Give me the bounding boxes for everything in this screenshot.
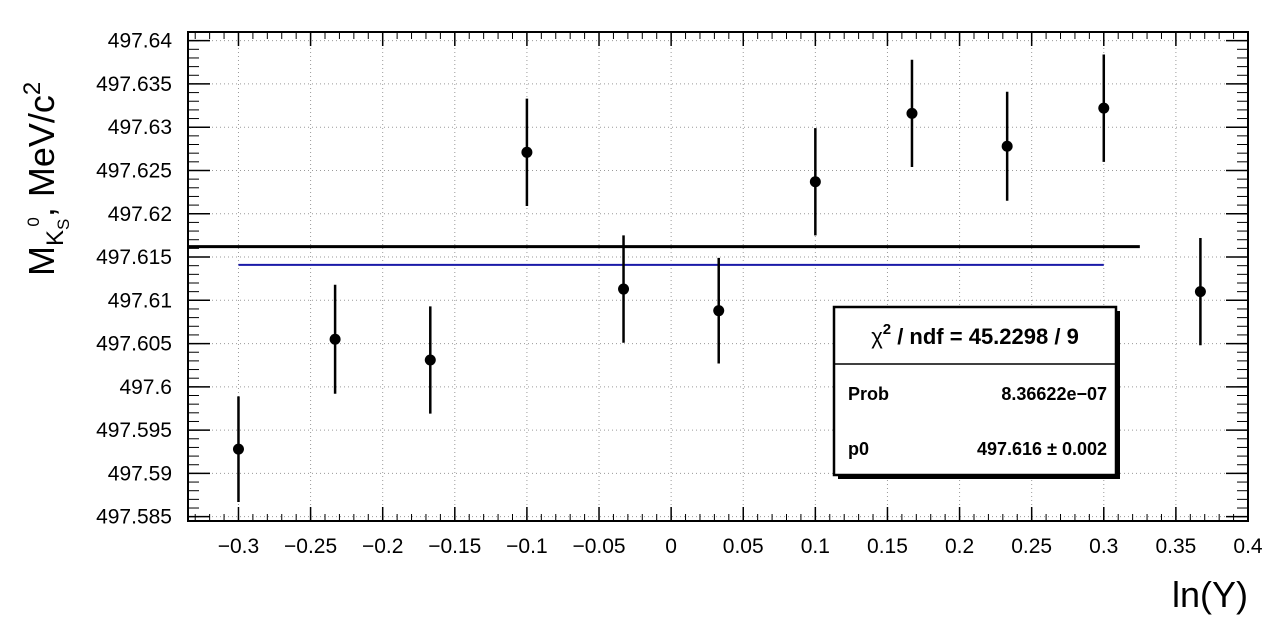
y-tick-label: 497.585 xyxy=(96,506,172,529)
stats-box: χ2 / ndf = 45.2298 / 9 Prob 8.36622e−07 … xyxy=(832,305,1120,479)
data-point xyxy=(713,305,725,317)
y-tick-label: 497.6 xyxy=(119,376,172,399)
data-points xyxy=(232,54,1206,502)
x-tick-label: −0.25 xyxy=(284,535,337,558)
y-tick-label: 497.635 xyxy=(96,73,172,96)
data-point xyxy=(1098,102,1110,114)
data-point xyxy=(424,354,436,366)
y-tick-label: 497.625 xyxy=(96,159,172,182)
stats-title-chi: χ xyxy=(871,324,883,349)
x-tick-label: 0 xyxy=(665,535,677,558)
axis-ticks xyxy=(188,31,1249,521)
y-tick-label: 497.605 xyxy=(96,333,172,356)
y-axis-title-rest: , MeV/c xyxy=(21,95,62,217)
y-tick-label: 497.59 xyxy=(108,462,172,485)
fit-lines xyxy=(188,245,1140,266)
stats-p0-value: 497.616 ± 0.002 xyxy=(977,439,1107,459)
data-point xyxy=(1194,286,1206,298)
data-point xyxy=(809,176,821,188)
x-tick-label: −0.15 xyxy=(428,535,481,558)
grid-layer xyxy=(188,32,1249,521)
data-point xyxy=(1001,140,1013,152)
stats-title-rest: / ndf = 45.2298 / 9 xyxy=(891,324,1079,349)
data-point xyxy=(618,283,630,295)
data-point xyxy=(232,443,244,455)
x-tick-label: 0.1 xyxy=(801,535,830,558)
y-axis-title-rest-sup: 2 xyxy=(19,82,46,95)
tick-labels: −0.3 −0.25 −0.2 −0.15 −0.1 −0.05 0 0.05 0.1 0.15 0… xyxy=(96,30,1263,558)
x-tick-label: 0.3 xyxy=(1089,535,1118,558)
stats-prob-label: Prob xyxy=(848,384,889,404)
x-tick-label: 0.15 xyxy=(867,535,908,558)
x-tick-label: 0.35 xyxy=(1155,535,1196,558)
y-axis-title-sub: K xyxy=(42,230,69,246)
y-tick-label: 497.63 xyxy=(108,116,172,139)
y-axis-title-subsub: S xyxy=(54,219,73,230)
y-tick-label: 497.61 xyxy=(108,289,172,312)
stats-title: χ2 / ndf = 45.2298 / 9 xyxy=(871,321,1079,349)
stats-prob-value: 8.36622e−07 xyxy=(1001,384,1107,404)
stats-p0-label: p0 xyxy=(848,439,869,459)
x-tick-label: −0.05 xyxy=(572,535,625,558)
y-axis-title-sup: 0 xyxy=(24,217,43,226)
x-tick-label: −0.1 xyxy=(506,535,547,558)
x-tick-label: 0.25 xyxy=(1011,535,1052,558)
y-tick-label: 497.64 xyxy=(108,30,173,53)
x-tick-label: 0.2 xyxy=(945,535,974,558)
x-axis-title: ln(Y) xyxy=(1172,574,1248,615)
x-tick-label: 0.05 xyxy=(723,535,764,558)
data-point xyxy=(906,107,918,119)
data-point xyxy=(521,146,533,158)
stats-title-sup: 2 xyxy=(883,321,891,338)
x-tick-label: 0.4 xyxy=(1233,535,1263,558)
x-tick-label: −0.2 xyxy=(362,535,403,558)
y-tick-label: 497.595 xyxy=(96,419,172,442)
y-axis-title: MKS 0, MeV/c2 xyxy=(19,82,73,276)
y-axis-title-base: M xyxy=(21,246,62,276)
plot-frame xyxy=(187,31,1249,522)
y-tick-label: 497.615 xyxy=(96,246,172,269)
y-tick-label: 497.62 xyxy=(108,203,172,226)
data-point xyxy=(329,333,341,345)
x-tick-label: −0.3 xyxy=(218,535,259,558)
stats-box-border xyxy=(832,305,1118,477)
